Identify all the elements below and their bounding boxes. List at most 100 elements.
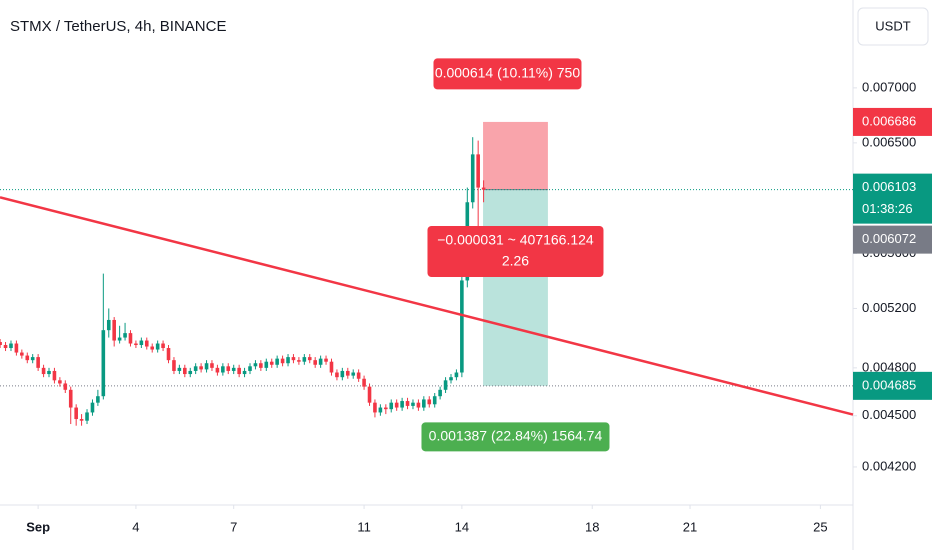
candle-body bbox=[405, 401, 410, 406]
price-marker-label: 0.006072 bbox=[862, 231, 916, 246]
candle-body bbox=[41, 367, 46, 375]
candle-body bbox=[307, 357, 312, 361]
candle-body bbox=[432, 396, 437, 405]
candle-body bbox=[172, 360, 176, 371]
candle-body bbox=[231, 367, 236, 371]
price-marker-label: 0.004685 bbox=[862, 377, 916, 392]
candle-body bbox=[454, 372, 459, 378]
x-tick-label: 18 bbox=[585, 519, 599, 534]
price-marker-label: 0.006686 bbox=[862, 113, 916, 128]
candle-body bbox=[389, 402, 394, 410]
candle-body bbox=[422, 399, 426, 408]
price-marker bbox=[853, 107, 932, 136]
candle-body bbox=[106, 319, 111, 331]
currency-button[interactable] bbox=[857, 7, 929, 46]
candle-body bbox=[313, 360, 317, 365]
candle-body bbox=[378, 407, 383, 413]
candle-body bbox=[221, 366, 225, 373]
candle-body bbox=[47, 370, 51, 375]
candle-body bbox=[20, 352, 24, 356]
target-zone bbox=[483, 189, 548, 386]
candle-body bbox=[226, 366, 231, 371]
y-tick-label: 0.005200 bbox=[862, 300, 916, 315]
candle-body bbox=[112, 319, 116, 341]
x-tick-label: 21 bbox=[683, 519, 697, 534]
candle-body bbox=[394, 402, 399, 408]
candle-body bbox=[286, 357, 290, 364]
candle-body bbox=[63, 383, 68, 390]
candle-body bbox=[183, 367, 187, 375]
y-tick-label: 0.006500 bbox=[862, 134, 916, 149]
candle-body bbox=[362, 378, 366, 387]
candle-body bbox=[400, 401, 404, 408]
candle-body bbox=[150, 346, 155, 350]
candle-body bbox=[117, 337, 122, 341]
candle-body bbox=[340, 370, 345, 378]
candle-body bbox=[302, 357, 307, 362]
y-tick-label: 0.004200 bbox=[862, 458, 916, 473]
candle-body bbox=[335, 372, 339, 378]
candle-body bbox=[52, 370, 57, 381]
y-tick-label: 0.004800 bbox=[862, 359, 916, 374]
candle-body bbox=[9, 343, 13, 349]
candle-body bbox=[449, 377, 453, 381]
candle-body bbox=[134, 343, 138, 346]
price-marker bbox=[853, 225, 932, 254]
candle-body bbox=[242, 370, 247, 375]
candle-body bbox=[384, 407, 388, 410]
candle-body bbox=[237, 367, 241, 375]
candle-body bbox=[155, 343, 160, 350]
candle-body bbox=[318, 358, 323, 365]
candle-body bbox=[269, 361, 274, 365]
candle-body bbox=[481, 187, 486, 190]
countdown: 01:38:26 bbox=[862, 201, 913, 216]
candle-body bbox=[188, 370, 193, 375]
mid-label: −0.000031 ~ 407166.124 bbox=[437, 232, 594, 248]
candle-body bbox=[101, 330, 106, 397]
candle-body bbox=[90, 402, 95, 413]
candle-body bbox=[58, 380, 62, 384]
candle-body bbox=[14, 343, 19, 353]
mid-label: 2.26 bbox=[502, 253, 529, 269]
stop-label-box bbox=[433, 58, 582, 90]
y-tick-label: 0.007000 bbox=[862, 79, 916, 94]
candle-body bbox=[0, 342, 2, 346]
candle-body bbox=[470, 154, 475, 203]
candle-body bbox=[438, 389, 442, 397]
candle-body bbox=[128, 333, 133, 344]
candle-body bbox=[25, 355, 30, 361]
candle-body bbox=[291, 357, 296, 361]
candle-body bbox=[36, 357, 40, 368]
candle-body bbox=[139, 340, 144, 346]
candle-body bbox=[79, 419, 84, 421]
price-marker bbox=[853, 173, 932, 224]
candle-body bbox=[193, 366, 198, 371]
candle-body bbox=[443, 380, 448, 390]
chart-title: STMX / TetherUS, 4h, BINANCE bbox=[10, 18, 226, 35]
candle-body bbox=[30, 357, 35, 361]
candle-body bbox=[96, 396, 100, 403]
candle-body bbox=[166, 348, 171, 361]
candle-body bbox=[3, 345, 8, 349]
x-tick-label: 14 bbox=[455, 519, 469, 534]
candle-body bbox=[123, 333, 127, 338]
currency[interactable]: USDT bbox=[875, 18, 910, 33]
x-tick-label: 11 bbox=[357, 519, 371, 534]
target-label-box bbox=[421, 422, 610, 452]
x-tick-label: 4 bbox=[132, 519, 139, 534]
candle-body bbox=[204, 363, 209, 370]
candle-body bbox=[264, 361, 269, 368]
candle-body bbox=[253, 363, 258, 367]
candle-body bbox=[210, 363, 214, 368]
candle-body bbox=[68, 389, 73, 408]
stop-zone bbox=[483, 121, 548, 190]
candle-body bbox=[161, 343, 165, 349]
candle-body bbox=[144, 340, 149, 347]
candle-body bbox=[416, 402, 421, 408]
candle-body bbox=[297, 360, 301, 362]
candle-body bbox=[280, 358, 285, 364]
candle-body bbox=[259, 363, 263, 368]
candle-body bbox=[345, 370, 350, 376]
candle-body bbox=[427, 399, 432, 405]
